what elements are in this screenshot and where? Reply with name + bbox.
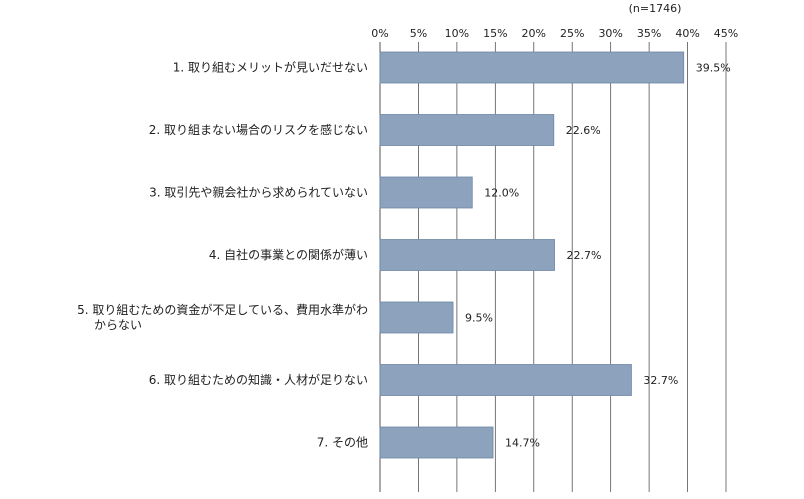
x-tick-label: 0% [371, 27, 388, 40]
category-labels: 1. 取り組むメリットが見いだせない 2. 取り組まない場合のリスクを感じない 3.… [77, 60, 368, 450]
x-tick-label: 15% [483, 27, 507, 40]
x-tick-label: 35% [637, 27, 661, 40]
x-tick-label: 25% [560, 27, 584, 40]
bar [379, 301, 454, 334]
value-label: 14.7% [505, 437, 540, 450]
category-label: 2. 取り組まない場合のリスクを感じない [149, 122, 368, 137]
x-tick-label: 10% [445, 27, 469, 40]
category-label: 5. 取り組むための資金が不足している、費用水準がわ [77, 302, 368, 317]
category-label: 4. 自社の事業との関係が薄い [209, 247, 368, 262]
value-label: 22.6% [566, 124, 601, 137]
x-tick-label: 40% [675, 27, 699, 40]
x-axis-ticks: 0% 5% 10% 15% 20% 25% 30% 35% 40% 45% [371, 27, 738, 40]
x-tick-label: 30% [598, 27, 622, 40]
sample-size-note: (n=1746) [629, 2, 682, 15]
bar [379, 176, 473, 209]
x-tick-label: 20% [522, 27, 546, 40]
bar [379, 364, 632, 396]
value-label: 39.5% [696, 62, 731, 75]
bar [379, 426, 494, 459]
bar [379, 51, 685, 84]
bar [379, 114, 555, 146]
category-label: 3. 取引先や親会社から求められていない [149, 185, 368, 200]
category-label: からない [94, 318, 142, 332]
category-label: 1. 取り組むメリットが見いだせない [173, 60, 368, 75]
category-label: 6. 取り組むための知識・人材が足りない [149, 372, 368, 387]
value-label: 12.0% [484, 187, 519, 200]
value-label: 9.5% [465, 312, 493, 325]
x-tick-label: 45% [714, 27, 738, 40]
category-label: 7. その他 [317, 436, 368, 450]
bars [379, 51, 685, 459]
bar [379, 239, 555, 271]
x-tick-label: 5% [410, 27, 427, 40]
value-label: 32.7% [643, 374, 678, 387]
value-labels: 39.5% 22.6% 12.0% 22.7% 9.5% 32.7% 14.7% [465, 62, 731, 450]
value-label: 22.7% [567, 249, 602, 262]
